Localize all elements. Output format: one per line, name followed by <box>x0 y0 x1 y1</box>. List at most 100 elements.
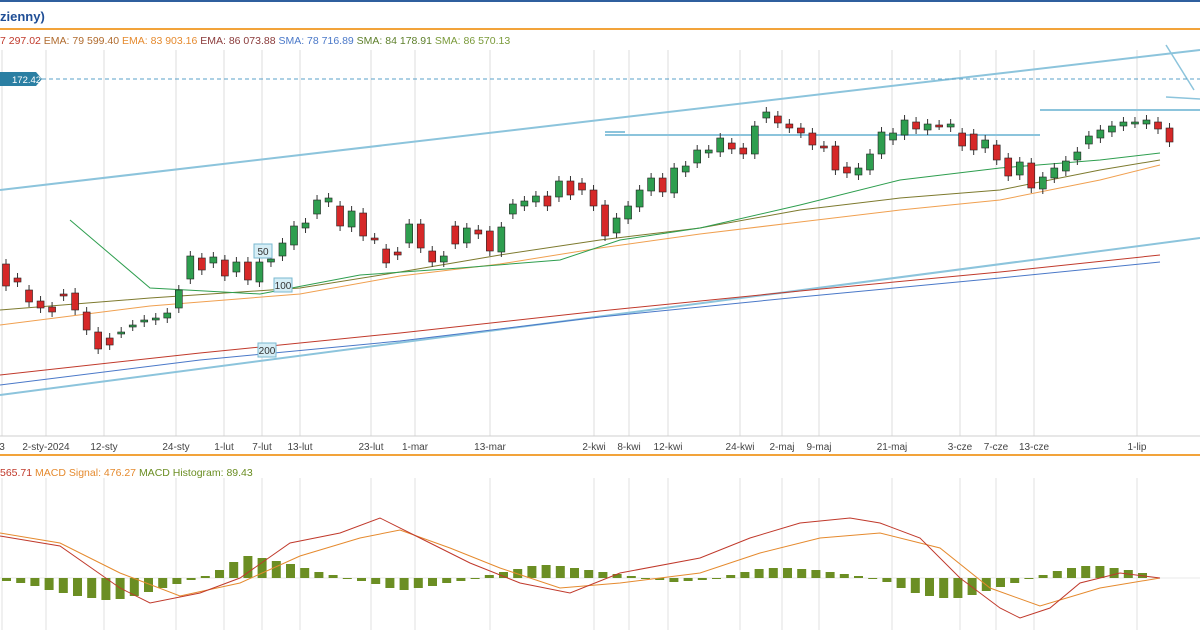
x-tick-label-5: 7-lut <box>252 442 272 453</box>
candle-body-88 <box>1015 161 1024 176</box>
candle-body-33 <box>382 248 390 264</box>
x-tick-label-1: 2-sty-2024 <box>22 442 70 453</box>
candle-body-22 <box>255 261 264 283</box>
candle-body-81 <box>935 124 943 128</box>
macd-hist-bar-34 <box>484 575 494 578</box>
macd-hist-bar-57 <box>811 570 821 578</box>
ma-label-text-1: 100 <box>275 281 292 292</box>
candle-body-6 <box>71 292 79 311</box>
candle-body-4 <box>48 306 56 313</box>
candle-body-78 <box>900 119 909 136</box>
candle-body-60 <box>693 149 702 164</box>
candle-body-2 <box>25 289 33 303</box>
candle-body-56 <box>647 177 655 192</box>
ma-label-box-0 <box>253 243 273 259</box>
x-tick-label-20: 1-lip <box>1128 442 1147 453</box>
channel-pointer-upper <box>1165 44 1195 91</box>
candle-body-74 <box>854 167 863 176</box>
candle-body-32 <box>370 237 379 241</box>
title-separator <box>0 28 1200 30</box>
macd-hist-bar-53 <box>754 569 764 578</box>
x-tick-label-2: 12-sty <box>90 442 117 453</box>
macd-hist-bar-58 <box>825 572 835 578</box>
macd-hist-bar-42 <box>598 572 608 578</box>
candle-body-86 <box>992 144 1001 161</box>
macd-legend-item-2: MACD Histogram: 89.43 <box>138 467 253 479</box>
candle-body-12 <box>140 319 149 323</box>
macd-hist-bar-61 <box>868 578 878 579</box>
x-tick-label-11: 8-kwi <box>617 442 640 453</box>
macd-hist-bar-37 <box>527 566 537 578</box>
macd-hist-bar-70 <box>996 578 1005 587</box>
x-tick-label-4: 1-lut <box>214 442 234 453</box>
candle-body-92 <box>1062 160 1070 172</box>
candle-body-10 <box>117 331 125 335</box>
candle-body-3 <box>36 300 45 309</box>
macd-hist-bar-28 <box>399 578 409 590</box>
last-price-badge-bg <box>0 72 42 86</box>
macd-hist-bar-65 <box>925 578 934 596</box>
candle-body-15 <box>175 289 183 309</box>
macd-legend-item-0: 565.71 <box>0 467 36 479</box>
macd-hist-bar-25 <box>357 578 366 581</box>
candle-body-40 <box>462 227 471 244</box>
x-tick-label-0: 3 <box>0 442 5 453</box>
macd-hist-bar-64 <box>910 578 920 593</box>
price-legend: 7 297.02 EMA: 79 599.40 EMA: 83 903.16 E… <box>0 34 510 48</box>
macd-hist-bar-26 <box>371 578 381 584</box>
ma200-red-line <box>0 254 1161 376</box>
x-tick-label-18: 7-cze <box>984 442 1009 453</box>
macd-hist-bar-50 <box>712 578 721 579</box>
macd-hist-bar-12 <box>172 578 182 584</box>
macd-hist-bar-59 <box>839 574 849 578</box>
candle-body-90 <box>1039 176 1047 190</box>
candle-body-99 <box>1142 119 1151 125</box>
macd-hist-bar-40 <box>570 568 579 578</box>
candle-body-38 <box>439 255 448 263</box>
candle-body-9 <box>105 337 114 346</box>
candle-body-50 <box>578 182 586 191</box>
candle-body-26 <box>301 222 310 229</box>
macd-hist-bar-4 <box>58 578 68 593</box>
legend-item-0: 7 297.02 <box>0 35 44 47</box>
candle-body-82 <box>946 123 955 128</box>
macd-hist-bar-56 <box>797 569 807 578</box>
macd-hist-bar-41 <box>584 570 594 578</box>
x-tick-label-17: 3-cze <box>948 442 973 453</box>
candle-body-23 <box>267 258 275 263</box>
macd-hist-bar-20 <box>286 564 295 578</box>
candle-body-41 <box>474 229 483 235</box>
legend-item-1: EMA: 79 599.40 <box>43 35 123 47</box>
macd-hist-bar-43 <box>612 574 622 578</box>
candle-body-44 <box>509 203 517 215</box>
top-border <box>0 0 1200 2</box>
candle-body-62 <box>716 137 725 153</box>
macd-hist-bar-17 <box>243 556 253 578</box>
macd-hist-bar-6 <box>87 578 97 598</box>
candle-body-65 <box>750 125 759 155</box>
candle-body-36 <box>416 223 425 249</box>
macd-legend: 565.71 MACD Signal: 476.27 MACD Histogra… <box>0 466 253 480</box>
macd-hist-bar-71 <box>1010 578 1020 583</box>
macd-hist-bar-27 <box>385 578 395 588</box>
candle-body-59 <box>681 165 690 173</box>
candle-body-68 <box>785 123 794 129</box>
candle-body-63 <box>727 142 736 150</box>
ma-label-text-2: 200 <box>259 346 276 357</box>
candle-body-25 <box>290 225 298 246</box>
candle-body-13 <box>151 317 160 321</box>
x-tick-label-6: 13-lut <box>287 442 312 453</box>
macd-hist-bar-63 <box>896 578 906 588</box>
macd-hist-bar-11 <box>158 578 168 588</box>
x-tick-label-14: 2-maj <box>769 442 794 453</box>
chart-title: zienny) <box>0 9 45 24</box>
candle-body-48 <box>555 180 563 198</box>
macd-hist-bar-7 <box>101 578 111 600</box>
candle-body-1 <box>13 277 22 283</box>
ema-orange-line <box>0 164 1161 326</box>
macd-legend-item-1: MACD Signal: 476.27 <box>35 467 139 479</box>
candle-body-100 <box>1154 121 1162 130</box>
macd-hist-bar-39 <box>555 566 565 578</box>
macd-hist-bar-48 <box>683 578 693 581</box>
